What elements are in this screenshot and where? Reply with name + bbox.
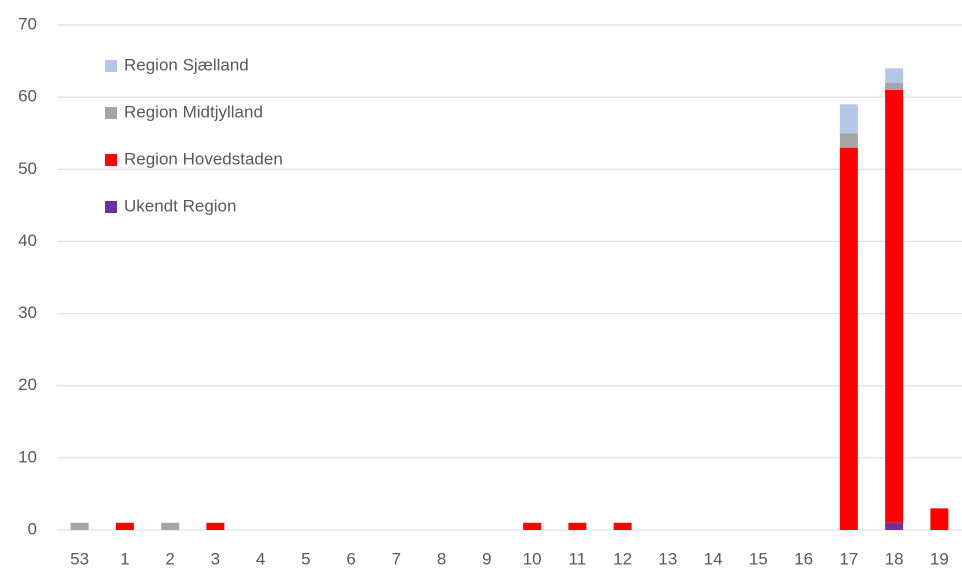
legend-swatch	[105, 154, 117, 166]
x-tick-label: 1	[120, 549, 129, 568]
x-tick-label: 16	[794, 549, 813, 568]
y-tick-label: 20	[18, 375, 37, 394]
legend-label: Ukendt Region	[124, 196, 236, 215]
x-tick-label: 11	[569, 549, 587, 568]
legend-label: Region Sjælland	[124, 55, 249, 74]
x-tick-label: 2	[165, 549, 174, 568]
x-tick-label: 5	[301, 549, 310, 568]
bar-segment	[885, 89, 904, 523]
x-tick-label: 3	[211, 549, 220, 568]
bar-segment	[930, 508, 949, 530]
y-tick-label: 0	[28, 519, 37, 538]
bar-segment	[839, 147, 858, 530]
bar-segment	[839, 104, 858, 134]
legend-swatch	[105, 60, 117, 72]
bar-segment	[885, 68, 904, 83]
bar-segment	[568, 522, 587, 530]
bar-segment	[206, 522, 225, 530]
x-tick-label: 7	[392, 549, 401, 568]
x-tick-label: 15	[749, 549, 768, 568]
x-tick-label: 9	[482, 549, 491, 568]
bar-segment	[885, 82, 904, 90]
bar-segment	[70, 522, 89, 530]
bar-segment	[115, 522, 134, 530]
x-tick-label: 18	[885, 549, 904, 568]
legend-swatch	[105, 107, 117, 119]
legend-swatch	[105, 201, 117, 213]
bar-segment	[613, 522, 632, 530]
x-tick-label: 6	[346, 549, 355, 568]
y-tick-label: 70	[18, 14, 37, 33]
y-tick-label: 10	[18, 447, 37, 466]
x-tick-label: 13	[658, 549, 677, 568]
y-tick-label: 50	[18, 159, 37, 178]
y-tick-label: 60	[18, 87, 37, 106]
x-tick-label: 10	[523, 549, 542, 568]
legend-label: Region Hovedstaden	[124, 149, 283, 168]
legend-label: Region Midtjylland	[124, 102, 263, 121]
x-tick-label: 53	[70, 549, 89, 568]
x-tick-label: 4	[256, 549, 265, 568]
y-tick-label: 30	[18, 303, 37, 322]
bar-segment	[839, 133, 858, 148]
bar-segment	[885, 522, 904, 530]
x-tick-label: 14	[704, 549, 723, 568]
bar-segment	[523, 522, 542, 530]
x-tick-label: 19	[930, 549, 949, 568]
x-tick-label: 8	[437, 549, 446, 568]
x-tick-label: 12	[613, 549, 632, 568]
y-tick-label: 40	[18, 231, 37, 250]
bar-segment	[161, 522, 180, 530]
x-tick-label: 17	[839, 549, 858, 568]
